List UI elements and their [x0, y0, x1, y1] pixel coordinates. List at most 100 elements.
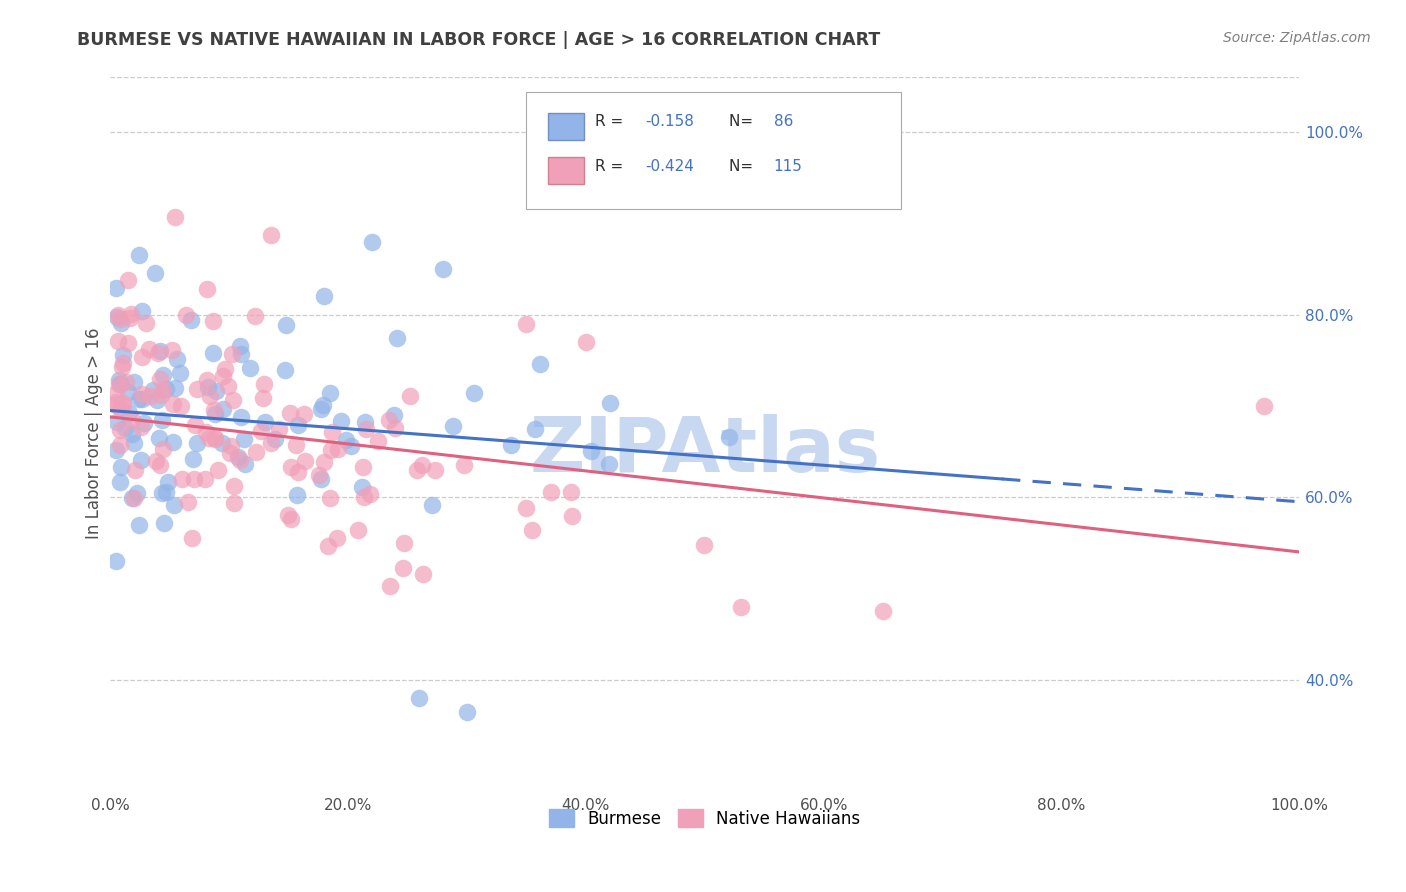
Point	[408, 690, 430, 705]
Point	[131, 387, 153, 401]
Point	[243, 309, 266, 323]
Point	[172, 472, 194, 486]
Point	[287, 418, 309, 433]
Point	[195, 373, 218, 387]
Point	[138, 343, 160, 357]
Point	[352, 480, 374, 494]
Point	[335, 433, 357, 447]
Point	[267, 421, 290, 435]
Point	[124, 436, 146, 450]
Point	[229, 347, 252, 361]
Point	[111, 359, 134, 374]
Point	[180, 313, 202, 327]
Point	[353, 490, 375, 504]
Point	[312, 398, 335, 412]
Point	[204, 432, 226, 446]
Point	[114, 421, 136, 435]
Point	[411, 458, 433, 472]
Point	[108, 373, 131, 387]
Point	[420, 499, 443, 513]
Point	[730, 599, 752, 614]
Point	[529, 357, 551, 371]
Point	[107, 334, 129, 349]
Point	[308, 468, 330, 483]
Point	[354, 416, 377, 430]
Point	[135, 317, 157, 331]
Point	[453, 458, 475, 473]
Point	[146, 393, 169, 408]
Text: N=: N=	[728, 159, 758, 174]
Point	[193, 472, 215, 486]
Point	[128, 517, 150, 532]
Point	[318, 491, 340, 506]
Point	[398, 389, 420, 403]
Text: 115: 115	[773, 159, 803, 174]
Point	[155, 485, 177, 500]
Point	[1253, 399, 1275, 413]
Point	[207, 463, 229, 477]
Point	[176, 308, 198, 322]
Text: N=: N=	[728, 114, 758, 129]
Point	[149, 372, 172, 386]
Point	[131, 350, 153, 364]
Point	[354, 422, 377, 436]
Point	[118, 406, 141, 420]
Point	[152, 383, 174, 397]
Point	[152, 516, 174, 531]
Point	[367, 434, 389, 449]
Point	[280, 460, 302, 475]
Point	[184, 417, 207, 432]
Point	[217, 378, 239, 392]
Point	[205, 384, 228, 398]
Point	[195, 282, 218, 296]
Legend: Burmese, Native Hawaiians: Burmese, Native Hawaiians	[543, 803, 868, 834]
Point	[120, 311, 142, 326]
Point	[145, 453, 167, 467]
Point	[105, 386, 128, 401]
Point	[197, 431, 219, 445]
Point	[122, 491, 145, 506]
Point	[347, 523, 370, 537]
Point	[124, 463, 146, 477]
Point	[108, 475, 131, 490]
Point	[105, 442, 128, 457]
Point	[359, 487, 381, 501]
Point	[139, 388, 162, 402]
Point	[110, 316, 132, 330]
Point	[219, 446, 242, 460]
FancyBboxPatch shape	[526, 92, 901, 209]
Point	[212, 402, 235, 417]
Point	[319, 443, 342, 458]
Point	[352, 459, 374, 474]
Text: 86: 86	[773, 114, 793, 129]
Point	[111, 356, 134, 370]
Point	[108, 377, 131, 392]
Point	[112, 348, 135, 362]
Point	[274, 318, 297, 332]
Point	[162, 499, 184, 513]
Point	[181, 531, 204, 545]
Point	[456, 705, 478, 719]
Point	[148, 431, 170, 445]
Point	[598, 458, 620, 472]
Point	[162, 397, 184, 411]
Point	[382, 408, 405, 422]
Point	[169, 366, 191, 380]
Point	[520, 523, 543, 537]
Point	[360, 235, 382, 249]
Point	[142, 383, 165, 397]
Point	[117, 385, 139, 400]
FancyBboxPatch shape	[548, 157, 583, 185]
Point	[253, 377, 276, 392]
Point	[162, 435, 184, 450]
Point	[515, 317, 537, 331]
Point	[311, 472, 333, 486]
Point	[274, 363, 297, 377]
Point	[149, 458, 172, 472]
Point	[111, 396, 134, 410]
Point	[105, 554, 128, 568]
Point	[228, 450, 250, 465]
Point	[134, 416, 156, 430]
Point	[110, 312, 132, 326]
Point	[250, 424, 273, 438]
